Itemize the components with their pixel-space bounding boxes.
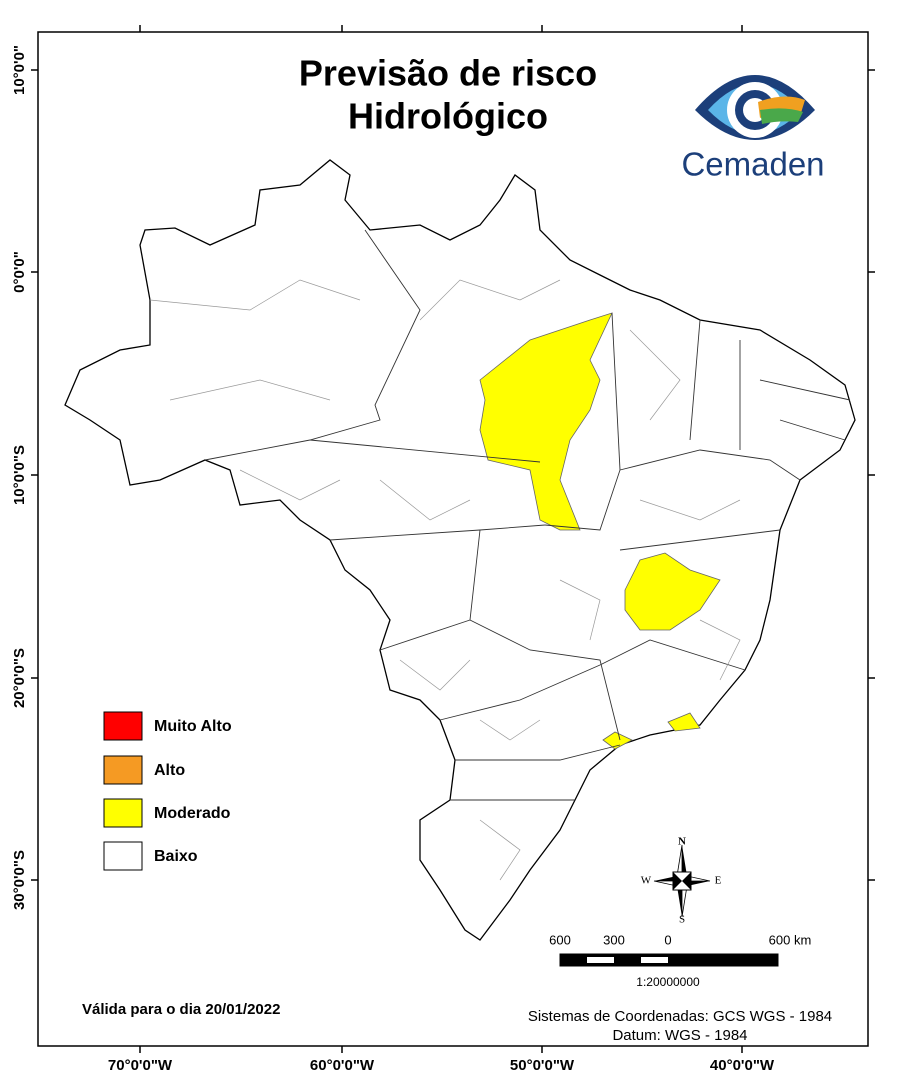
latitude-label: 10°0'0"S bbox=[11, 445, 28, 505]
logo-text: Cemaden bbox=[681, 146, 824, 183]
datum: Datum: WGS - 1984 bbox=[612, 1027, 747, 1044]
compass-label: S bbox=[679, 914, 685, 926]
valid-date: Válida para o dia 20/01/2022 bbox=[82, 1001, 280, 1018]
coordinate-system: Sistemas de Coordenadas: GCS WGS - 1984 bbox=[528, 1008, 832, 1025]
municipal-borders bbox=[149, 279, 741, 881]
legend-swatch bbox=[103, 755, 143, 785]
latitude-label: 0°0'0" bbox=[11, 251, 28, 293]
longitude-label: 60°0'0"W bbox=[310, 1057, 375, 1074]
legend-swatch bbox=[103, 798, 143, 828]
country-outline bbox=[64, 159, 856, 941]
longitude-label: 40°0'0"W bbox=[710, 1057, 775, 1074]
scale-label: 0 bbox=[664, 932, 671, 947]
latitude-label: 10°0'0" bbox=[11, 45, 28, 95]
legend-label: Baixo bbox=[154, 848, 198, 865]
risk-areas bbox=[479, 312, 721, 750]
title-line: Hidrológico bbox=[348, 96, 548, 137]
logo: Cemaden bbox=[681, 75, 825, 183]
longitude-label: 50°0'0"W bbox=[510, 1057, 575, 1074]
frame-ticks bbox=[31, 25, 875, 1053]
compass-label: W bbox=[641, 875, 652, 887]
scale-label: 300 bbox=[603, 932, 625, 947]
scale-ratio: 1:20000000 bbox=[636, 975, 700, 989]
legend-swatch bbox=[103, 711, 143, 741]
scale-label: 600 km bbox=[769, 932, 812, 947]
legend-label: Muito Alto bbox=[154, 718, 232, 735]
legend-label: Moderado bbox=[154, 805, 231, 822]
longitude-label: 70°0'0"W bbox=[108, 1057, 173, 1074]
legend-swatch bbox=[103, 841, 143, 871]
scale-label: 600 bbox=[549, 932, 571, 947]
latitude-label: 20°0'0"S bbox=[11, 648, 28, 708]
compass-rose bbox=[653, 844, 711, 918]
legend-label: Alto bbox=[154, 762, 185, 779]
state-borders bbox=[204, 229, 851, 801]
scale-bar bbox=[559, 953, 779, 967]
compass-label: E bbox=[715, 875, 722, 887]
title-line: Previsão de risco bbox=[299, 53, 597, 94]
compass-label: N bbox=[678, 836, 686, 848]
latitude-label: 30°0'0"S bbox=[11, 850, 28, 910]
